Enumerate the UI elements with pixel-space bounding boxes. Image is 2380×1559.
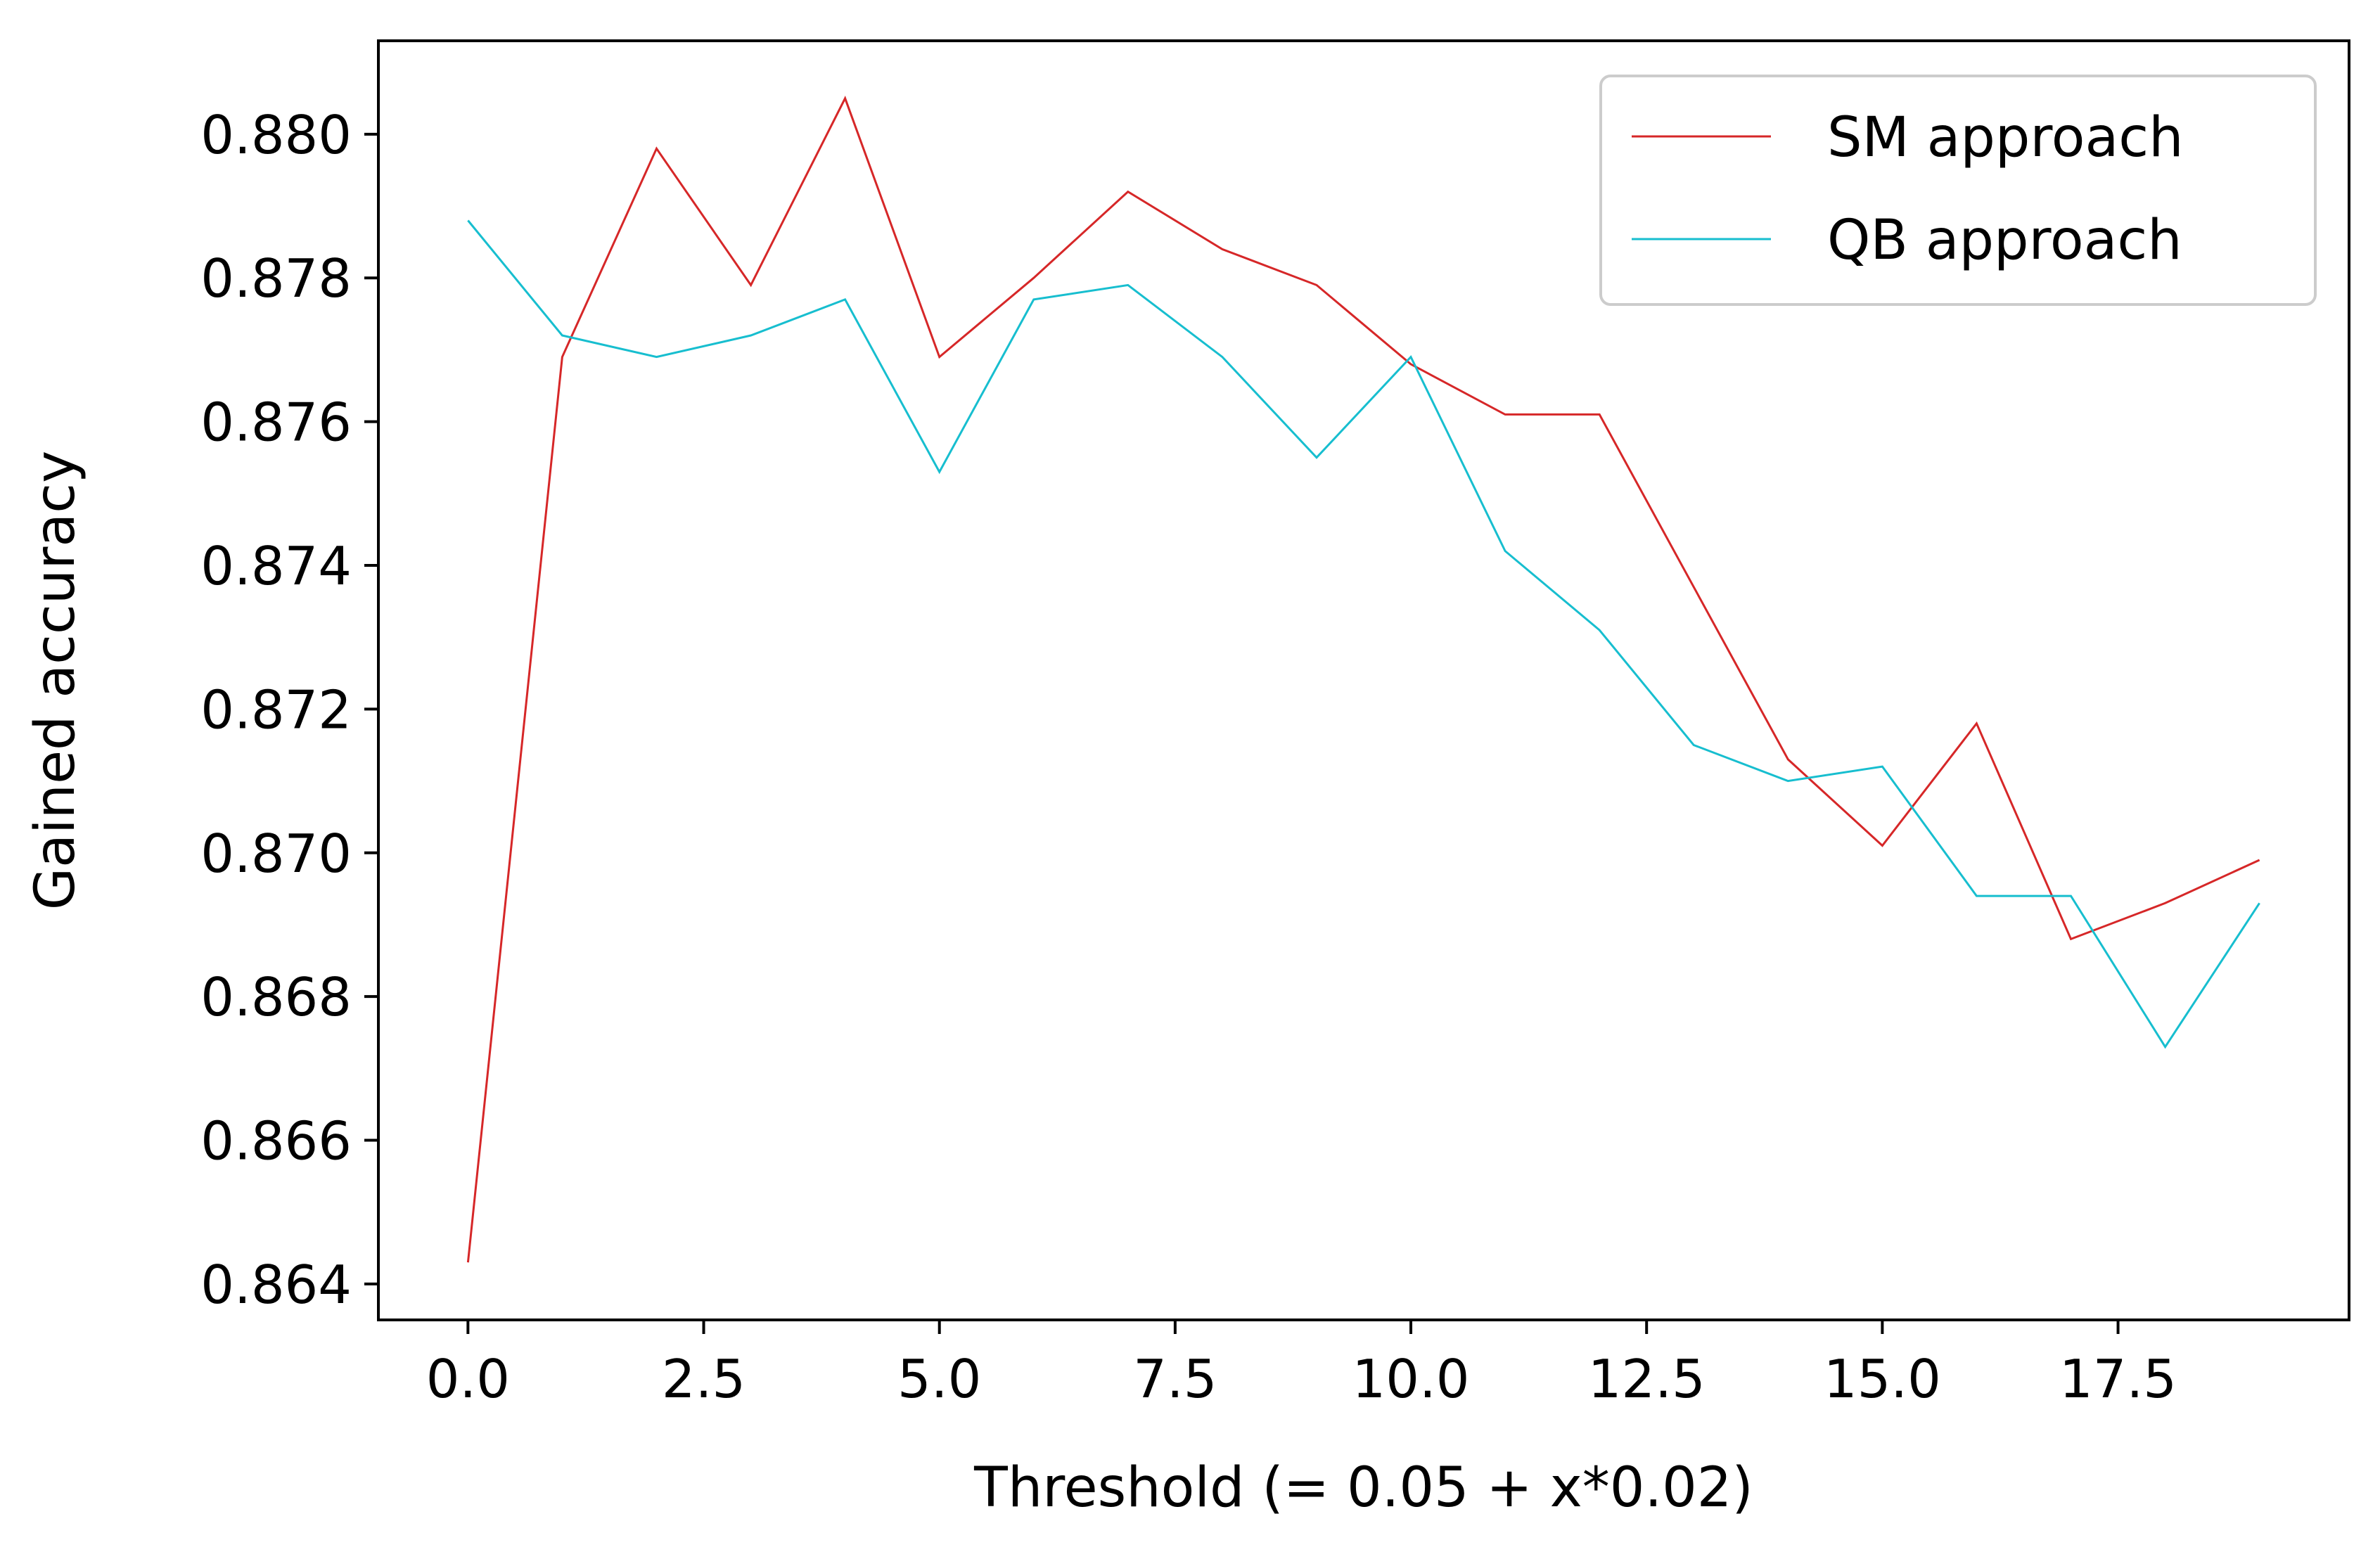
y-tick-label: 0.870 bbox=[200, 823, 352, 885]
series-line-1 bbox=[466, 96, 2260, 1263]
plot-frame bbox=[377, 39, 2350, 1321]
y-tick-label: 0.874 bbox=[200, 535, 352, 597]
legend: SM approach QB approach bbox=[1599, 75, 2317, 306]
x-tick-label: 7.5 bbox=[1133, 1348, 1217, 1410]
y-tick-label: 0.866 bbox=[200, 1110, 352, 1172]
series-line-2 bbox=[467, 219, 2260, 1049]
x-tick-label: 0.0 bbox=[426, 1348, 510, 1410]
y-tick-label: 0.868 bbox=[200, 966, 352, 1028]
y-axis-label: Gained accuracy bbox=[24, 451, 87, 911]
y-axis-ticks: 0.864 0.866 0.868 0.870 0.872 0.874 0.876 0.878… bbox=[200, 104, 378, 1316]
y-tick-label: 0.864 bbox=[200, 1254, 352, 1316]
y-tick-label: 0.878 bbox=[200, 248, 352, 309]
x-tick-label: 2.5 bbox=[662, 1348, 746, 1410]
x-tick-label: 10.0 bbox=[1352, 1348, 1470, 1410]
x-tick-label: 12.5 bbox=[1588, 1348, 1706, 1410]
y-tick-label: 0.872 bbox=[200, 679, 352, 740]
legend-box bbox=[1599, 75, 2317, 306]
x-tick-label: 17.5 bbox=[2059, 1348, 2177, 1410]
y-tick-label: 0.876 bbox=[200, 392, 352, 454]
x-axis-label: Threshold (= 0.05 + x*0.02) bbox=[973, 1456, 1753, 1520]
y-tick-label: 0.880 bbox=[200, 104, 352, 166]
x-tick-label: 5.0 bbox=[897, 1348, 981, 1410]
x-axis-ticks: 0.0 2.5 5.0 7.5 10.0 12.5 15.0 17.5 bbox=[426, 1320, 2177, 1410]
legend-entry-label: QB approach bbox=[1827, 209, 2182, 272]
series-layer bbox=[466, 96, 2260, 1263]
legend-entry-label: SM approach bbox=[1827, 106, 2184, 169]
x-tick-label: 15.0 bbox=[1824, 1348, 1941, 1410]
